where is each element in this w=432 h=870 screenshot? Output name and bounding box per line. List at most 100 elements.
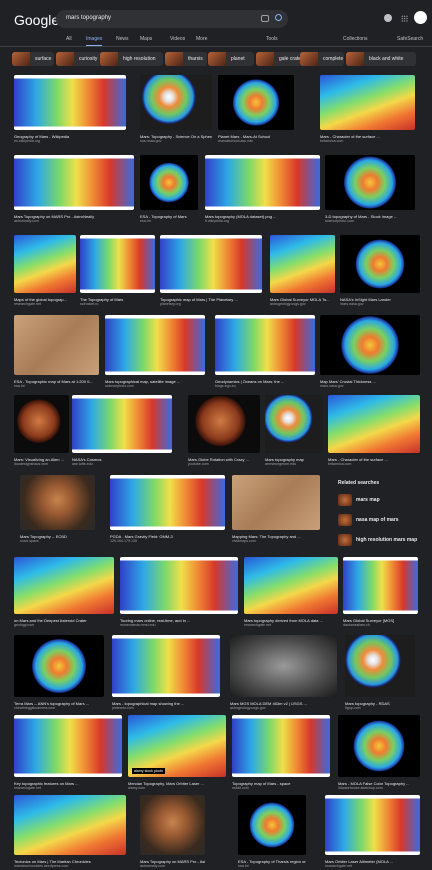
- search-icon[interactable]: [275, 14, 282, 21]
- thumbnail[interactable]: [205, 155, 320, 210]
- result[interactable]: ESA - Topographic map of Mars at 1:200 0…: [14, 315, 99, 391]
- result[interactable]: Mapping Mars: The Topography and ... vivi…: [232, 475, 320, 546]
- result-source[interactable]: ase.tufts.edu: [72, 462, 93, 466]
- result-title[interactable]: Mercian Topography, Mars Orbiter Laser .…: [128, 781, 204, 786]
- result-source[interactable]: reddit.com: [232, 786, 249, 790]
- result-title[interactable]: Mars topography map: [265, 457, 304, 462]
- chip-label[interactable]: surface: [35, 56, 52, 62]
- result-source[interactable]: daukanssilam.ch: [343, 623, 370, 627]
- related-item[interactable]: mars map: [338, 494, 422, 508]
- chip-label[interactable]: high resolution: [123, 56, 156, 62]
- result-source[interactable]: planetary.org: [160, 302, 181, 306]
- result-title[interactable]: Tectonics on Mars | The Martian Chronicl…: [14, 859, 91, 864]
- result-title[interactable]: Mars - Character of the surface ...: [328, 457, 388, 462]
- related-label[interactable]: high resolution mars map: [356, 537, 418, 543]
- result[interactable]: Map Mars' Crustal Thickness ... mars.nasa…: [320, 315, 420, 391]
- related-label[interactable]: nasa map of mars: [356, 517, 399, 523]
- apps-icon[interactable]: [401, 15, 408, 22]
- safesearch[interactable]: SafeSearch: [397, 36, 424, 42]
- result-source[interactable]: astrogeology.usgs.gov: [230, 706, 266, 710]
- result-source[interactable]: mars.nasa.gov: [320, 384, 344, 388]
- thumbnail[interactable]: [244, 557, 338, 614]
- result[interactable]: Mars Topography -- ECBD room.space: [20, 475, 95, 546]
- result[interactable]: Mars Globe Rotation with Crazy ... youtub…: [188, 395, 260, 469]
- result-source[interactable]: scirocket.ru: [80, 302, 99, 306]
- result-source[interactable]: mossmaeda.mmd.edu: [120, 623, 156, 627]
- result-source[interactable]: pinterest.com: [112, 706, 134, 710]
- thumbnail[interactable]: [80, 235, 155, 293]
- result-title[interactable]: Terra Mars -- ANN's topography of Mars .…: [14, 701, 90, 706]
- thumbnail[interactable]: [328, 395, 420, 453]
- thumbnail[interactable]: [112, 635, 220, 697]
- result[interactable]: Topography map of Mars - space reddit.com: [232, 715, 330, 793]
- result-title[interactable]: Mars Globe Rotation with Crazy ...: [188, 457, 249, 462]
- result[interactable]: NASA's Cosmos ase.tufts.edu: [72, 395, 172, 469]
- thumbnail[interactable]: [128, 715, 226, 777]
- thumbnail[interactable]: [120, 557, 238, 614]
- thumbnail[interactable]: [265, 395, 323, 453]
- tab[interactable]: Images: [86, 36, 103, 46]
- result-title[interactable]: ESA - Topography of Mars: [140, 214, 187, 219]
- result[interactable]: PGDA - Mars Gravity Field: GMM-3 129.164.…: [110, 475, 225, 546]
- thumbnail[interactable]: [14, 315, 99, 375]
- result[interactable]: Mars: Topography - Science On a Sphere so…: [140, 75, 212, 146]
- thumbnail[interactable]: [270, 235, 335, 293]
- thumbnail[interactable]: [232, 715, 330, 777]
- thumbnail[interactable]: [14, 635, 104, 697]
- result-title[interactable]: Planet Mars - Mars-At School: [218, 134, 271, 139]
- result-title[interactable]: PGDA - Mars Gravity Field: GMM-3: [110, 534, 173, 539]
- thumbnail[interactable]: [340, 235, 420, 293]
- thumbnail[interactable]: [140, 795, 205, 855]
- result-source[interactable]: researchgate.net: [244, 623, 271, 627]
- result[interactable]: Touring mars online, real-time, and in .…: [120, 557, 238, 630]
- result[interactable]: Terra Mars -- ANN's topography of Mars .…: [14, 635, 104, 713]
- result-title[interactable]: Mars - MOLA False Color Topography ...: [338, 781, 410, 786]
- chip[interactable]: gale crater: [256, 52, 306, 66]
- result-title[interactable]: Mars topography - RDAS: [345, 701, 390, 706]
- result[interactable]: NASA's InSight Mars Lander mars.nasa.gov: [340, 235, 420, 309]
- thumbnail[interactable]: [110, 475, 225, 530]
- result-title[interactable]: Mars - Character of the surface ...: [320, 134, 380, 139]
- result[interactable]: Mars - MOLA False Color Topography ... 3d…: [338, 715, 420, 793]
- result-source[interactable]: youtube.com: [188, 462, 209, 466]
- chip[interactable]: planet: [208, 52, 254, 66]
- result[interactable]: Mars: Visualizing an Alien ... doudesigns…: [14, 395, 69, 469]
- result-title[interactable]: Maps of the global topograp...: [14, 297, 67, 302]
- result-source[interactable]: marsianchronicles.wordpress.com: [14, 864, 69, 868]
- related-item[interactable]: high resolution mars map: [338, 534, 422, 548]
- result-title[interactable]: Mars MGS MOLA DEM 463m v2 | USGS ...: [230, 701, 307, 706]
- result[interactable]: Mars topography map armstrongmom.edu: [265, 395, 323, 469]
- thumbnail[interactable]: [14, 795, 126, 855]
- result-title[interactable]: 3-D topography of Mars - Stock Image ...: [325, 214, 398, 219]
- tab[interactable]: More: [196, 36, 208, 42]
- related-label[interactable]: mars map: [356, 497, 380, 503]
- result-title[interactable]: Mars topographical map, satellite image …: [105, 379, 181, 384]
- tab[interactable]: All: [66, 36, 72, 42]
- result[interactable]: Planet Mars - Mars-At School marsatschool…: [218, 75, 294, 146]
- result[interactable]: Tectonics on Mars | The Martian Chronicl…: [14, 795, 126, 870]
- result-source[interactable]: sciencephoto.com: [325, 219, 354, 223]
- thumbnail[interactable]: [20, 475, 95, 530]
- tools[interactable]: Tools: [266, 36, 278, 42]
- result[interactable]: Topographic map of Mars | The Planetary …: [160, 235, 262, 309]
- result[interactable]: Mars Orbiter Laser Altimeter (MOLA ... re…: [325, 795, 420, 870]
- result-source[interactable]: fr.wikipedia.org: [205, 219, 229, 223]
- result[interactable]: Mars topography - RDAS flgop.com: [345, 635, 415, 713]
- result-source[interactable]: 129.164.179.135: [110, 539, 137, 543]
- result-title[interactable]: NASA's InSight Mars Lander: [340, 297, 391, 302]
- result[interactable]: Mercian Topography, Mars Orbiter Laser .…: [128, 715, 226, 793]
- chip[interactable]: complete: [300, 52, 344, 66]
- thumbnail[interactable]: [105, 315, 205, 375]
- result-title[interactable]: ESA - Topographic map of Mars at 1:200 0…: [14, 379, 93, 384]
- thumbnail[interactable]: [14, 395, 69, 453]
- chip-label[interactable]: curiosity: [79, 56, 98, 62]
- thumbnail[interactable]: [14, 715, 122, 777]
- result-title[interactable]: Mars Topography on MARS Pro - AstroNeall…: [140, 859, 205, 864]
- result[interactable]: 3-D topography of Mars - Stock Image ...…: [325, 155, 415, 226]
- result-source[interactable]: astroneally.com: [140, 864, 165, 868]
- camera-icon[interactable]: [261, 15, 269, 22]
- thumbnail[interactable]: [325, 155, 415, 210]
- chip-label[interactable]: black and white: [369, 56, 404, 62]
- result[interactable]: ESA - Topography of Tharsis region on ..…: [238, 795, 306, 870]
- thumbnail[interactable]: [160, 235, 262, 293]
